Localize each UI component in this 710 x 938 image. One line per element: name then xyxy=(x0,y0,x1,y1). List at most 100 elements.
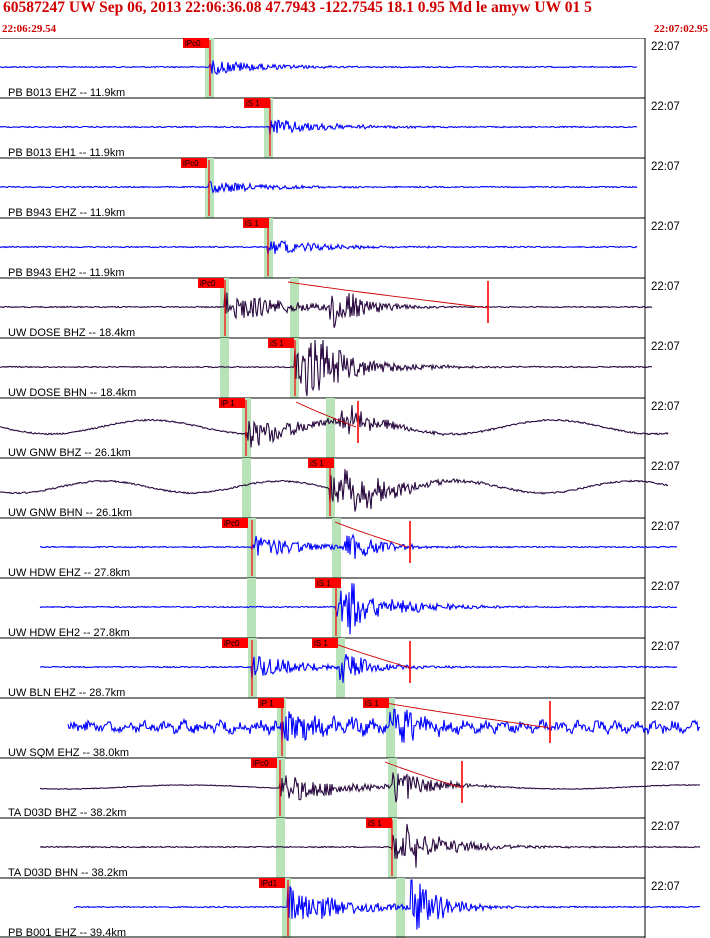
trace-time-label: 22:07 xyxy=(651,341,680,353)
station-label: UW GNW BHN -- 26.1km xyxy=(8,507,132,519)
waveform xyxy=(0,290,653,328)
pick-label-box xyxy=(258,698,284,708)
trace-row: iPc0 22:07 PB B943 EHZ -- 11.9km xyxy=(0,157,680,219)
trace-time-label: 22:07 xyxy=(651,761,680,773)
trace-row: iPd1 22:07 PB B001 EHZ -- 39.4km xyxy=(0,877,701,938)
trace-time-label: 22:07 xyxy=(651,461,680,473)
pick-label: iP 1 xyxy=(221,399,235,408)
trace-time-label: 22:07 xyxy=(651,581,680,593)
pick-window xyxy=(247,578,256,638)
coda-curve xyxy=(287,281,489,309)
coda-curve xyxy=(384,761,462,789)
trace-time-label: 22:07 xyxy=(651,641,680,653)
waveform xyxy=(0,119,638,136)
pick-label-box xyxy=(312,638,338,648)
waveform xyxy=(0,469,669,512)
pick-window xyxy=(220,338,229,398)
station-label: UW DOSE BHN -- 18.4km xyxy=(8,387,136,399)
pick-label-box xyxy=(308,458,334,468)
waveform xyxy=(0,60,638,76)
trace-row: iPc0 22:07 UW DOSE BHZ -- 18.4km xyxy=(0,277,680,339)
trace-time-label: 22:07 xyxy=(651,881,680,893)
trace-time-label: 22:07 xyxy=(651,401,680,413)
trace-time-label: 22:07 xyxy=(651,161,680,173)
trace-row: iS 1 22:07 PB B943 EH2 -- 11.9km xyxy=(0,217,680,279)
trace-time-label: 22:07 xyxy=(651,701,680,713)
pick-label: iS 1 xyxy=(245,219,259,228)
station-label: UW BLN EHZ -- 28.7km xyxy=(8,687,125,699)
pick-label-box xyxy=(198,278,224,288)
station-label: TA D03D BHN -- 38.2km xyxy=(8,867,128,879)
station-label: TA D03D BHZ -- 38.2km xyxy=(8,807,126,819)
pick-label-box xyxy=(222,638,248,648)
pick-label-box xyxy=(219,398,245,408)
pick-window xyxy=(264,98,273,158)
station-label: PB B013 EH1 -- 11.9km xyxy=(8,147,125,159)
pick-window xyxy=(242,458,251,518)
trace-row: iP 1 22:07 UW GNW BHZ -- 26.1km xyxy=(0,397,680,459)
trace-time-label: 22:07 xyxy=(651,41,680,53)
trace-row: iS 1 22:07 UW DOSE BHN -- 18.4km xyxy=(0,337,680,399)
trace-row: iP 1 iS 1 22:07 UW SQM EHZ -- 38.0km xyxy=(0,697,701,759)
pick-label: iS 1 xyxy=(365,699,379,708)
trace-row: iPc0 22:07 TA D03D BHZ -- 38.2km xyxy=(0,757,701,819)
trace-time-label: 22:07 xyxy=(651,821,680,833)
pick-window xyxy=(332,518,341,578)
waveform xyxy=(39,533,678,559)
seismogram-panel: iPc0 22:07 PB B013 EHZ -- 11.9km iS 1 22:07 P… xyxy=(0,38,701,938)
pick-window xyxy=(336,638,345,698)
pick-label: iPc0 xyxy=(224,519,240,528)
trace-row: iPc0 22:07 UW HDW EHZ -- 27.8km xyxy=(0,517,680,579)
pick-window xyxy=(396,878,405,938)
pick-label: iS 1 xyxy=(314,639,328,648)
pick-window xyxy=(386,698,395,758)
pick-label: iPc0 xyxy=(200,279,216,288)
trace-row: iPc0 22:07 PB B013 EHZ -- 11.9km xyxy=(0,38,680,99)
pick-label: iPc0 xyxy=(185,39,201,48)
trace-row: iS 1 22:07 PB B013 EH1 -- 11.9km xyxy=(0,97,680,159)
waveform xyxy=(67,708,701,743)
waveform xyxy=(0,181,638,194)
pick-label: iS 1 xyxy=(317,579,331,588)
window-end-time: 22:07:02.95 xyxy=(653,23,708,35)
pick-label-box xyxy=(268,338,294,348)
waveform xyxy=(39,772,701,803)
pick-label: iS 1 xyxy=(270,339,284,348)
pick-window xyxy=(276,818,285,878)
trace-time-label: 22:07 xyxy=(651,521,680,533)
event-header: 60587247 UW Sep 06, 2013 22:06:36.08 47.… xyxy=(0,0,710,38)
pick-label-box xyxy=(244,98,270,108)
trace-row: iPc0 iS 1 22:07 UW BLN EHZ -- 28.7km xyxy=(0,637,680,699)
station-label: PB B013 EHZ -- 11.9km xyxy=(8,87,125,99)
trace-time-label: 22:07 xyxy=(651,101,680,113)
pick-label-box xyxy=(259,878,285,888)
pick-label-box xyxy=(315,578,341,588)
station-label: PB B943 EHZ -- 11.9km xyxy=(8,207,125,219)
pick-window xyxy=(290,278,299,338)
trace-time-label: 22:07 xyxy=(651,221,680,233)
pick-label-box xyxy=(181,158,207,168)
pick-label: iS 1 xyxy=(246,99,260,108)
station-label: UW SQM EHZ -- 38.0km xyxy=(8,747,129,759)
trace-row: iS 1 22:07 UW HDW EH2 -- 27.8km xyxy=(0,577,680,639)
event-title: 60587247 UW Sep 06, 2013 22:06:36.08 47.… xyxy=(3,0,592,16)
pick-label-box xyxy=(183,38,209,48)
pick-label: iS 1 xyxy=(310,459,324,468)
pick-label-box xyxy=(222,518,248,528)
station-label: UW HDW EH2 -- 27.8km xyxy=(8,627,130,639)
pick-label-box xyxy=(366,818,392,828)
pick-label: iPc0 xyxy=(183,159,199,168)
waveform xyxy=(39,823,701,868)
pick-window xyxy=(388,758,397,818)
pick-label-box xyxy=(243,218,269,228)
trace-row: iS 1 22:07 UW GNW BHN -- 26.1km xyxy=(0,457,680,519)
waveform xyxy=(39,653,678,683)
station-label: UW HDW EHZ -- 27.8km xyxy=(8,567,130,579)
pick-label: iPc0 xyxy=(253,759,269,768)
coda-curve xyxy=(379,701,549,729)
station-label: UW DOSE BHZ -- 18.4km xyxy=(8,327,135,339)
pick-label: iS 1 xyxy=(368,819,382,828)
station-label: PB B943 EH2 -- 11.9km xyxy=(8,267,125,279)
window-start-time: 22:06:29.54 xyxy=(2,23,57,35)
trace-time-label: 22:07 xyxy=(651,281,680,293)
